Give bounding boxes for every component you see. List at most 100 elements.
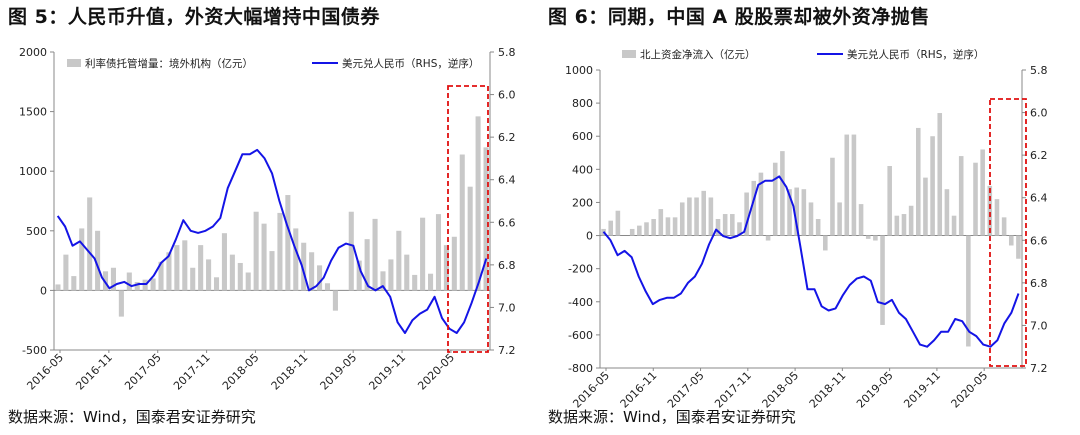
- x-tick-label: 2018-05: [760, 369, 802, 411]
- bar: [901, 214, 907, 236]
- x-tick-label: 2016-11: [73, 351, 115, 393]
- y-right-tick-label: 6.0: [1030, 107, 1048, 120]
- bar: [396, 230, 402, 291]
- bar: [435, 214, 442, 291]
- bar: [894, 215, 900, 236]
- bar: [285, 195, 291, 291]
- x-tick-label: 2020-05: [949, 369, 991, 411]
- chart-title: 图 6：同期，中国 A 股股票却被外资净抛售: [548, 6, 930, 28]
- legend-bar-swatch: [67, 59, 81, 67]
- y-right-tick-label: 5.8: [1030, 64, 1048, 77]
- bar: [158, 261, 164, 291]
- bar: [261, 223, 267, 291]
- bar: [865, 235, 871, 239]
- legend-line-label: 美元兑人民币（RHS，逆序）: [847, 48, 984, 61]
- bar: [150, 278, 156, 291]
- x-tick-label: 2020-05: [415, 351, 457, 393]
- usdcny-line: [602, 175, 1020, 348]
- bar: [372, 218, 378, 291]
- chart-panel-fig5: 图 5：人民币升值，外资大幅增持中国债券 -500 0 500 1000 1500 200…: [8, 6, 516, 426]
- bar: [166, 252, 172, 291]
- bar: [174, 245, 180, 291]
- usdcny-line: [56, 148, 488, 334]
- bar: [980, 149, 985, 236]
- bar: [644, 222, 649, 236]
- bar: [937, 113, 943, 236]
- bar: [55, 284, 61, 291]
- y-left-tick-label: -400: [568, 296, 593, 309]
- bar: [629, 228, 635, 236]
- highlight-box: [447, 85, 489, 353]
- bar: [102, 271, 109, 291]
- bar: [309, 252, 315, 291]
- bar: [237, 262, 243, 291]
- y-left-tick-label: 2000: [19, 46, 47, 59]
- chart-source: 数据来源：Wind，国泰君安证券研究: [548, 408, 796, 426]
- y-left-tick-label: -800: [568, 362, 593, 375]
- y-right-tick-label: 6.2: [1030, 149, 1048, 162]
- bar: [987, 185, 993, 236]
- y-left-tick-label: -200: [568, 263, 593, 276]
- bar: [958, 156, 964, 236]
- bar: [110, 267, 116, 291]
- y-right-tick-label: 6.8: [1030, 277, 1048, 290]
- bar: [737, 222, 742, 236]
- y-right-tick-label: 5.8: [498, 46, 516, 59]
- bar: [459, 154, 465, 291]
- y-left-tick-label: -600: [568, 329, 593, 342]
- bar: [672, 217, 678, 236]
- bar: [858, 204, 864, 236]
- bar: [206, 259, 212, 291]
- bar: [1008, 235, 1014, 246]
- bar: [708, 197, 714, 236]
- bar: [71, 276, 77, 291]
- legend-bar-swatch: [622, 50, 636, 58]
- bar: [787, 189, 792, 236]
- bar: [801, 189, 807, 236]
- y-left-tick-label: 1000: [565, 64, 593, 77]
- bar: [412, 274, 418, 291]
- y-right-tick-label: 6.6: [1030, 234, 1048, 247]
- y-right-tick-label: 7.0: [1030, 319, 1048, 332]
- x-tick-label: 2019-05: [854, 369, 896, 411]
- x-tick-label: 2018-11: [807, 369, 849, 411]
- bar: [608, 220, 614, 236]
- x-tick-label: 2016-05: [570, 369, 612, 411]
- bar: [944, 189, 950, 236]
- x-tick-label: 2016-05: [24, 351, 66, 393]
- bar: [1001, 217, 1007, 236]
- legend-bar-label: 北上资金净流入（亿元）: [640, 48, 756, 61]
- chart-svg: -500 0 500 1000 1500 2000 5.8 6.0 6.2 6.4 6.6 6.8 7.…: [19, 46, 516, 393]
- bar: [348, 211, 354, 291]
- bar: [694, 197, 699, 236]
- bar: [615, 210, 621, 236]
- bar: [758, 172, 764, 236]
- bar: [1016, 235, 1021, 259]
- bar: [966, 235, 971, 347]
- bar: [142, 279, 148, 291]
- bar: [229, 254, 235, 291]
- bar: [830, 157, 835, 236]
- bar: [722, 214, 728, 236]
- x-tick-label: 2017-11: [712, 369, 754, 411]
- x-tick-label: 2018-05: [220, 351, 262, 393]
- y-right-tick-label: 6.6: [498, 216, 516, 229]
- legend-line-label: 美元兑人民币（RHS，逆序）: [342, 57, 479, 70]
- chart-title: 图 5：人民币升值，外资大幅增持中国债券: [8, 6, 380, 28]
- chart-svg: -800 -600 -400 -200 0 200 400 600 800 1000 5.8 6.0 6…: [565, 48, 1048, 411]
- legend-bar-label: 利率债托管增量：境外机构（亿元）: [85, 57, 253, 70]
- x-tick-label: 2019-11: [901, 369, 943, 411]
- bar: [301, 242, 307, 291]
- bar: [751, 180, 757, 236]
- chart-panel-fig6: 图 6：同期，中国 A 股股票却被外资净抛售 -800 -600 -400 -200 0…: [540, 0, 1080, 435]
- bar: [324, 283, 331, 291]
- y-left-tick-label: 500: [26, 225, 47, 238]
- bar: [730, 214, 735, 236]
- bar: [190, 267, 196, 291]
- bar: [851, 134, 857, 236]
- x-tick-label: 2019-11: [366, 351, 408, 393]
- highlight-box: [989, 98, 1027, 367]
- y-right-tick-label: 7.0: [498, 301, 516, 314]
- bar: [483, 147, 489, 291]
- bar: [475, 116, 481, 291]
